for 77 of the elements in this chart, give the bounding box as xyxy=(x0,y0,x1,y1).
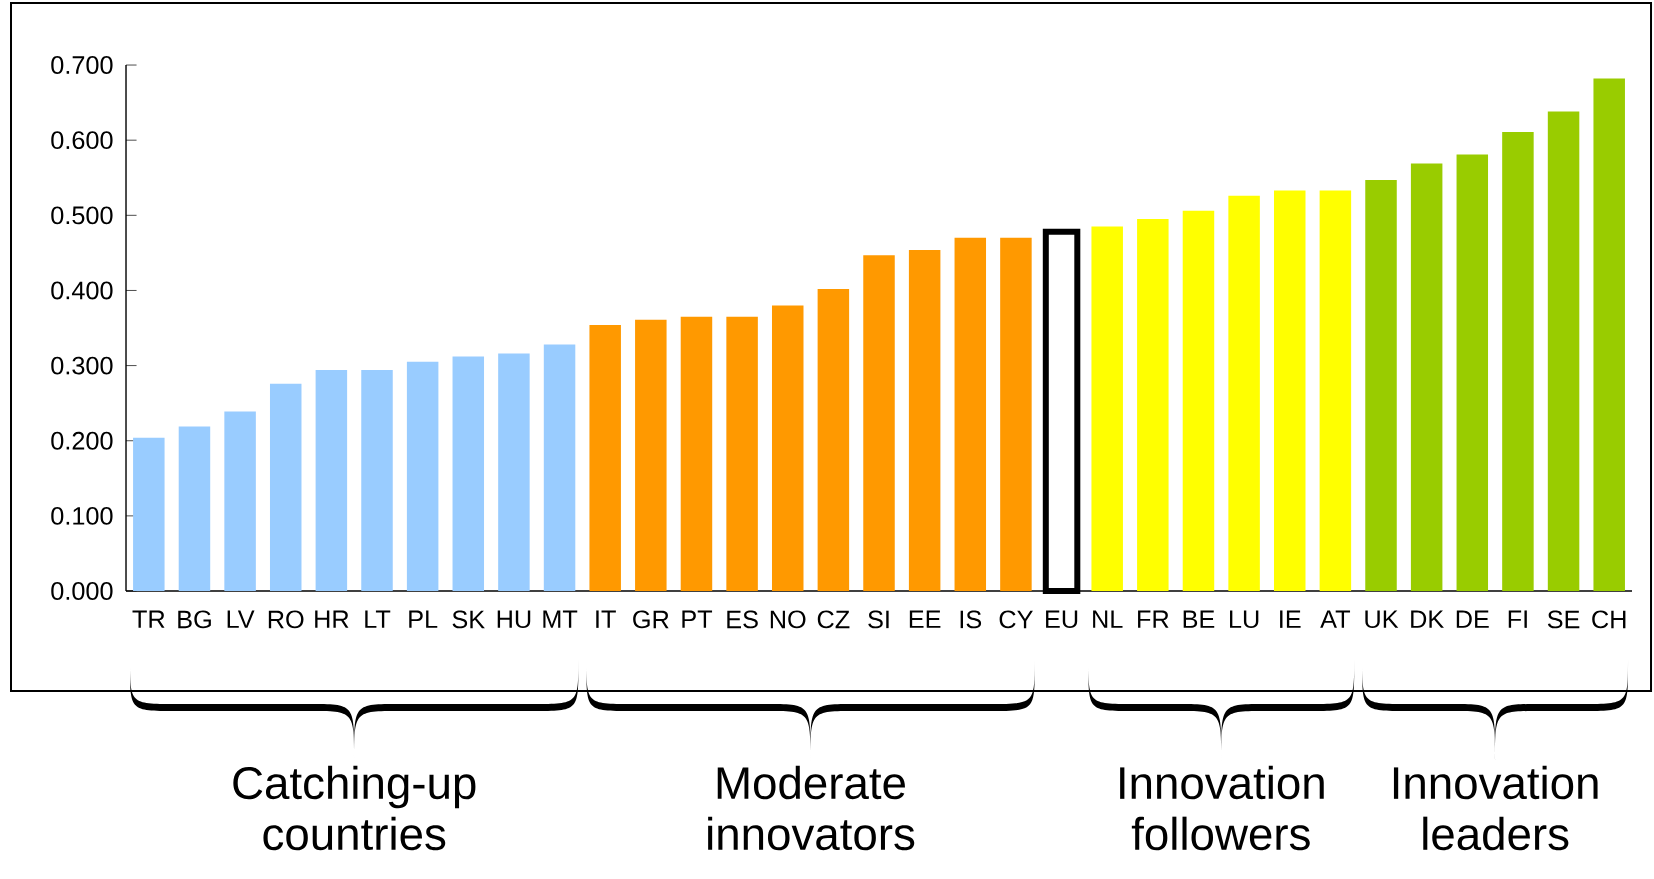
x-tick-label: CH xyxy=(1592,610,1626,629)
bar xyxy=(361,370,393,592)
text: Catching-up countries xyxy=(233,765,476,851)
y-tick-label: 0.600 xyxy=(51,131,113,150)
x-tick-label: TR xyxy=(132,610,165,628)
x-tick-label: DE xyxy=(1456,610,1489,628)
x-tick-label: MT xyxy=(543,610,578,628)
bar xyxy=(1228,195,1260,592)
x-tick-label: LV xyxy=(227,610,255,628)
bar xyxy=(452,356,485,592)
x-tick-label: FI xyxy=(1508,610,1527,628)
x-tick-label: CZ xyxy=(817,610,850,629)
y-tick-label: 0.500 xyxy=(51,206,113,225)
x-tick-label: NL xyxy=(1093,610,1123,628)
y-tick-label: 0.700 xyxy=(51,56,113,74)
text: Innovation followers xyxy=(1120,765,1324,851)
x-tick-label: HR xyxy=(315,610,349,628)
bar xyxy=(680,316,713,592)
bar xyxy=(1000,237,1032,592)
bar xyxy=(1365,180,1397,592)
bar xyxy=(635,319,667,592)
x-tick-label: BG xyxy=(178,610,211,629)
bar xyxy=(1593,78,1625,592)
y-tick-label: 0.000 xyxy=(51,582,113,600)
bar xyxy=(863,255,895,592)
bar xyxy=(726,316,758,592)
bar xyxy=(1456,154,1489,592)
bar xyxy=(269,383,302,592)
x-tick-label: PL xyxy=(409,610,438,628)
bar xyxy=(224,411,256,592)
bar xyxy=(315,370,348,592)
x-tick-label: EU xyxy=(1046,610,1078,629)
x-tick-label: AT xyxy=(1320,610,1351,628)
bar xyxy=(1274,190,1306,592)
bar xyxy=(406,361,439,592)
bar xyxy=(498,353,530,592)
x-tick-label: IT xyxy=(596,610,616,628)
y-tick-label: 0.300 xyxy=(51,356,113,375)
y-tick-label: 0.100 xyxy=(51,506,113,525)
y-tick-label: 0.400 xyxy=(51,281,113,300)
bar xyxy=(954,237,987,592)
bar xyxy=(1502,131,1534,592)
x-tick-label: DK xyxy=(1411,610,1444,628)
x-tick-label: EE xyxy=(909,610,941,628)
x-tick-label: RO xyxy=(268,610,304,629)
x-tick-label: SI xyxy=(868,610,889,629)
x-tick-label: SE xyxy=(1547,610,1580,629)
text: Moderate innovators xyxy=(708,765,915,851)
bar xyxy=(1410,163,1443,592)
bar xyxy=(178,426,211,592)
x-tick-label: BE xyxy=(1183,610,1215,628)
x-tick-label: CY xyxy=(999,610,1033,629)
bar xyxy=(543,344,576,592)
x-tick-label: FR xyxy=(1138,610,1169,628)
x-tick-label: IE xyxy=(1280,610,1301,628)
x-tick-label: ES xyxy=(727,610,758,629)
bar xyxy=(1182,210,1215,592)
bar xyxy=(1547,111,1580,592)
x-tick-label: LU xyxy=(1230,610,1259,629)
x-tick-label: LT xyxy=(365,610,391,628)
bar xyxy=(817,288,850,592)
x-tick-label: GR xyxy=(633,610,669,629)
bar xyxy=(1319,190,1352,592)
bar xyxy=(589,325,621,592)
x-tick-label: PT xyxy=(682,610,713,628)
bar xyxy=(133,437,165,592)
x-tick-label: UK xyxy=(1365,610,1399,629)
bar xyxy=(771,305,804,592)
bar xyxy=(1137,219,1169,592)
y-tick-label: 0.200 xyxy=(51,431,113,450)
text: Innovation leaders xyxy=(1393,765,1598,851)
x-tick-label: HU xyxy=(497,610,531,629)
bar xyxy=(908,249,941,592)
x-tick-label: NO xyxy=(770,610,806,629)
bar xyxy=(1091,226,1123,592)
x-tick-label: IS xyxy=(960,610,982,629)
x-tick-label: SK xyxy=(452,610,485,629)
